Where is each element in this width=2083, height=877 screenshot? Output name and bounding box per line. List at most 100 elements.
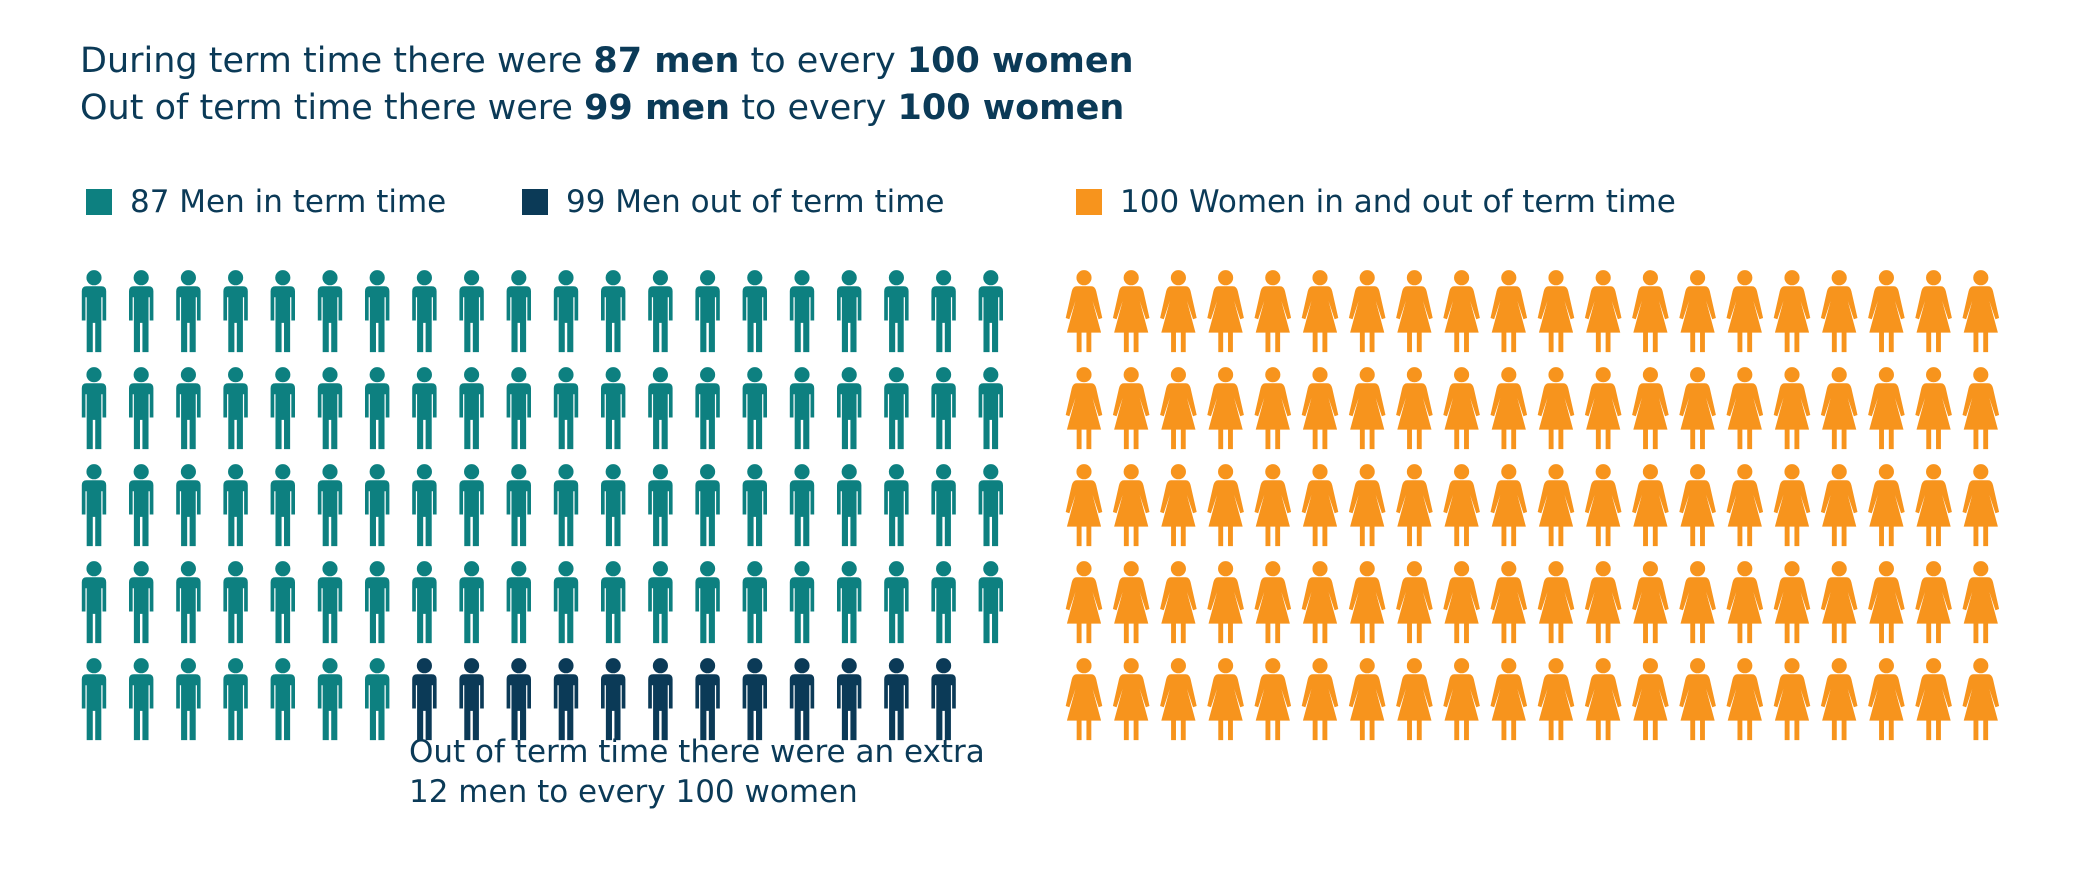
man-icon	[129, 464, 154, 547]
man-icon	[884, 561, 909, 644]
woman-icon	[1301, 464, 1339, 547]
woman-icon	[1490, 464, 1528, 547]
man-icon	[270, 464, 295, 547]
man-icon	[742, 658, 767, 741]
man-icon	[223, 658, 248, 741]
man-icon	[81, 270, 107, 353]
woman-icon	[1632, 561, 1669, 644]
man-icon	[789, 561, 815, 644]
man-icon	[176, 658, 201, 741]
woman-icon	[1443, 270, 1480, 353]
woman-icon	[1726, 270, 1764, 353]
woman-icon	[1915, 464, 1952, 547]
man-icon	[837, 561, 862, 644]
woman-icon	[1490, 561, 1528, 644]
woman-icon	[1065, 464, 1103, 547]
man-icon	[695, 561, 720, 644]
woman-icon	[1348, 561, 1386, 644]
woman-icon	[1065, 658, 1103, 741]
woman-icon	[1868, 464, 1905, 547]
man-icon	[695, 367, 720, 450]
woman-icon	[1348, 367, 1386, 450]
woman-icon	[1112, 561, 1150, 644]
man-icon	[648, 658, 673, 741]
woman-icon	[1915, 658, 1952, 741]
woman-icon	[1301, 561, 1339, 644]
man-icon	[223, 464, 248, 547]
man-icon	[129, 367, 154, 450]
man-icon	[648, 367, 673, 450]
woman-icon	[1490, 270, 1528, 353]
man-icon	[412, 464, 437, 547]
woman-icon	[1443, 367, 1480, 450]
man-icon	[978, 464, 1003, 547]
woman-icon	[1915, 270, 1952, 353]
woman-icon	[1160, 270, 1197, 353]
man-icon	[81, 367, 107, 450]
man-icon	[931, 367, 956, 450]
man-icon	[129, 561, 154, 644]
woman-icon	[1584, 561, 1622, 644]
woman-icon	[1632, 270, 1669, 353]
woman-icon	[1348, 464, 1386, 547]
man-icon	[506, 464, 531, 547]
woman-icon	[1632, 464, 1669, 547]
woman-icon	[1868, 367, 1905, 450]
man-icon	[884, 464, 909, 547]
woman-icon	[1396, 367, 1433, 450]
headline-text: to every	[739, 41, 907, 81]
woman-icon	[1962, 561, 2000, 644]
man-icon	[742, 270, 767, 353]
man-icon	[931, 464, 956, 547]
man-icon	[884, 270, 909, 353]
man-icon	[789, 658, 815, 741]
woman-icon	[1632, 367, 1669, 450]
man-icon	[601, 270, 626, 353]
man-icon	[412, 270, 437, 353]
woman-icon	[1301, 658, 1339, 741]
woman-icon	[1254, 561, 1292, 644]
man-icon	[506, 270, 531, 353]
man-icon	[223, 367, 248, 450]
woman-icon	[1632, 658, 1669, 741]
man-icon	[553, 367, 579, 450]
man-icon	[270, 658, 295, 741]
woman-icon	[1773, 270, 1811, 353]
man-icon	[365, 270, 390, 353]
woman-icon	[1679, 464, 1716, 547]
man-icon	[789, 270, 815, 353]
legend-item-men-term: 87 Men in term time	[86, 182, 446, 222]
man-icon	[601, 464, 626, 547]
woman-icon	[1348, 658, 1386, 741]
woman-icon	[1112, 367, 1150, 450]
man-icon	[553, 464, 579, 547]
woman-icon	[1254, 270, 1292, 353]
man-icon	[695, 464, 720, 547]
man-icon	[789, 367, 815, 450]
man-icon	[601, 658, 626, 741]
headline-women-count: 100 women	[906, 41, 1134, 81]
woman-icon	[1112, 270, 1150, 353]
woman-icon	[1065, 561, 1103, 644]
man-icon	[317, 270, 343, 353]
woman-icon	[1396, 464, 1433, 547]
woman-icon	[1537, 464, 1575, 547]
man-icon	[789, 464, 815, 547]
man-icon	[129, 270, 154, 353]
woman-icon	[1868, 561, 1905, 644]
headline-line-1: During term time there were 87 men to ev…	[80, 38, 1134, 85]
legend-label: 99 Men out of term time	[566, 184, 945, 220]
headline-women-count: 100 women	[897, 88, 1125, 128]
woman-icon	[1962, 464, 2000, 547]
man-icon	[365, 464, 390, 547]
woman-icon	[1726, 658, 1764, 741]
woman-icon	[1112, 658, 1150, 741]
woman-icon	[1065, 270, 1103, 353]
woman-icon	[1679, 561, 1716, 644]
man-icon	[648, 464, 673, 547]
man-icon	[601, 561, 626, 644]
legend-swatch	[522, 189, 548, 215]
woman-icon	[1962, 658, 2000, 741]
man-icon	[459, 464, 484, 547]
